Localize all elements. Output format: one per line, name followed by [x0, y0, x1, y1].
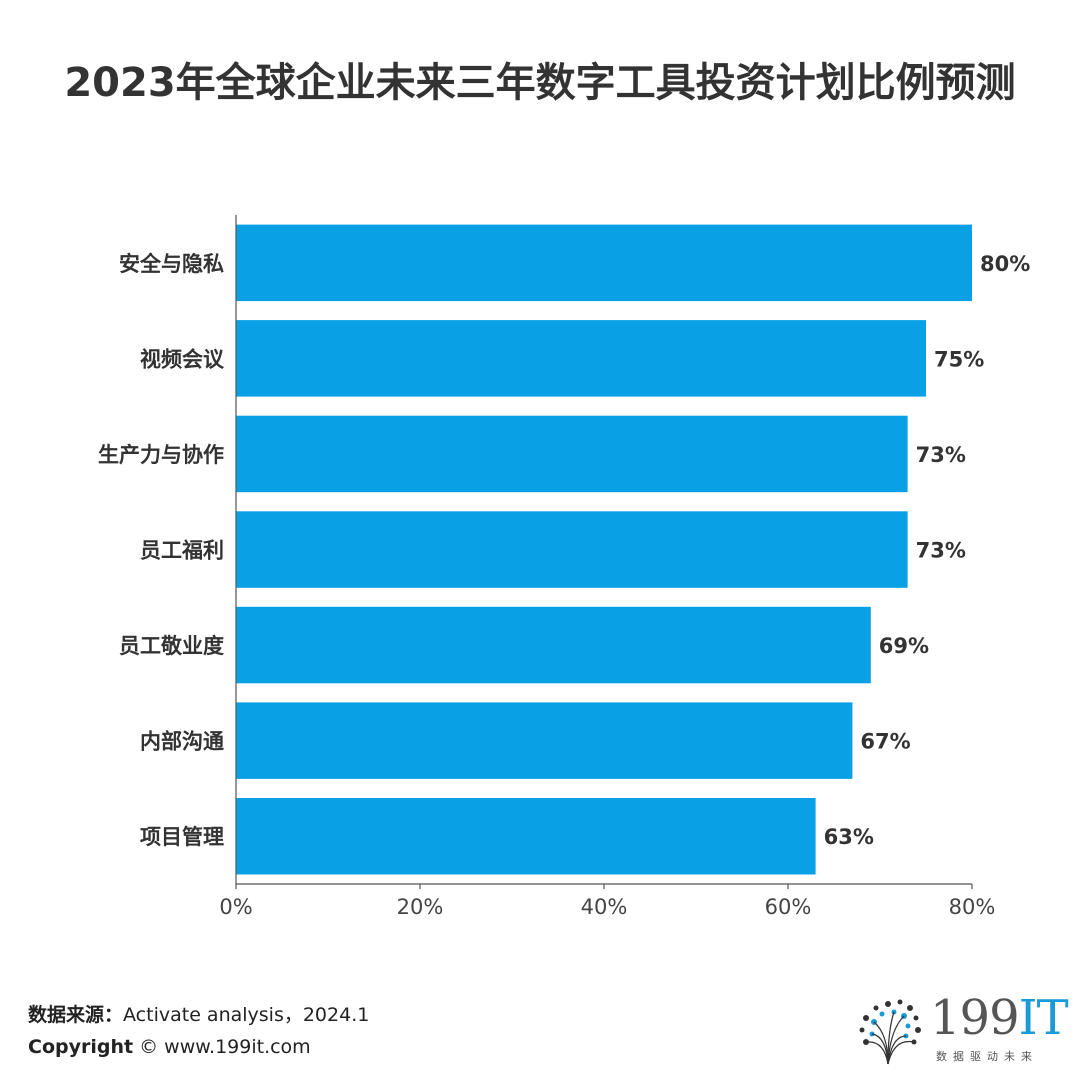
source-label: 数据来源： — [28, 1004, 124, 1026]
value-label-4: 69% — [879, 634, 929, 658]
source-text: Activate analysis，2024.1 — [123, 1004, 370, 1026]
bar-chart: 安全与隐私 80% 视频会议 75% 生产力与协作 73% 员工福利 73% 员工敬业度 69% 内… — [98, 215, 1030, 919]
logo-text-main: 199 — [930, 990, 1020, 1046]
value-label-0: 80% — [980, 252, 1030, 276]
x-tick-label-1: 20% — [397, 895, 444, 919]
value-label-3: 73% — [916, 539, 966, 563]
logo-subtitle: 数据驱动未来 — [936, 1050, 1038, 1063]
brand-logo: 199IT 数据驱动未来 — [848, 990, 1069, 1070]
bar-1 — [236, 320, 926, 397]
value-label-2: 73% — [916, 443, 966, 467]
bar-0 — [236, 224, 972, 302]
x-tick-label-2: 40% — [581, 895, 628, 919]
dandelion-icon — [859, 999, 921, 1065]
category-label-2: 生产力与协作 — [98, 443, 224, 467]
x-tick-label-3: 60% — [765, 895, 812, 919]
category-label-5: 内部沟通 — [140, 730, 224, 754]
copyright-text: © www.199it.com — [139, 1036, 311, 1058]
copyright-label: Copyright — [28, 1036, 134, 1058]
copyright-note: Copyright © www.199it.com — [28, 1036, 311, 1058]
bar-4 — [236, 606, 871, 684]
category-label-1: 视频会议 — [140, 347, 225, 371]
x-tick-label-0: 0% — [219, 895, 252, 919]
bar-6 — [236, 798, 816, 875]
x-tick-label-4: 80% — [949, 895, 996, 919]
logo-text-accent: IT — [1018, 990, 1069, 1046]
logo-wordmark: 199IT — [930, 990, 1069, 1046]
category-label-4: 员工敬业度 — [119, 634, 224, 658]
category-label-3: 员工福利 — [140, 539, 224, 563]
chart-title: 2023年全球企业未来三年数字工具投资计划比例预测 — [64, 60, 1016, 106]
bar-2 — [236, 415, 908, 493]
category-label-0: 安全与隐私 — [119, 252, 224, 276]
source-note: 数据来源：Activate analysis，2024.1 — [28, 1000, 369, 1027]
value-label-5: 67% — [860, 730, 910, 754]
category-label-6: 项目管理 — [140, 825, 224, 849]
value-label-6: 63% — [824, 825, 874, 849]
value-label-1: 75% — [934, 347, 984, 371]
bar-3 — [236, 511, 908, 588]
bar-5 — [236, 702, 853, 779]
